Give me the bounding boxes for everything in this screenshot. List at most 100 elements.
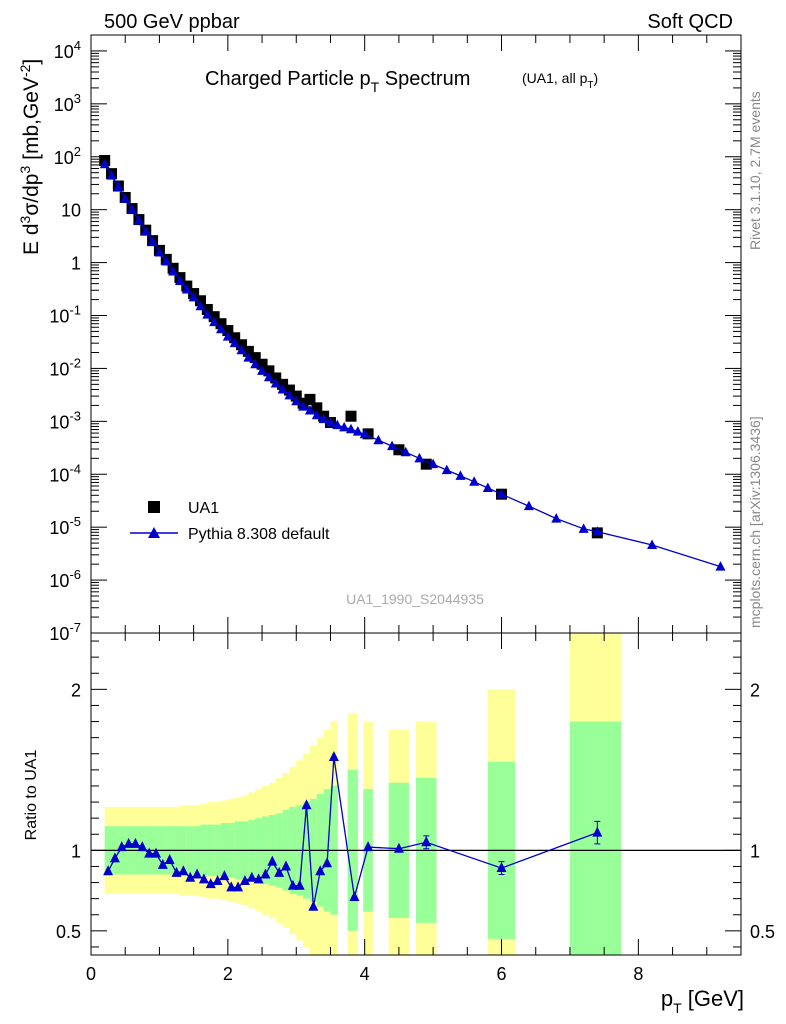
ua1-data-point <box>256 358 268 370</box>
pythia-point <box>359 428 370 439</box>
pythia-point <box>455 470 466 480</box>
ratio-point <box>109 852 120 863</box>
ratio-y-tick-label: 0.5 <box>56 922 81 942</box>
ratio-point <box>198 873 209 884</box>
ratio-point <box>219 870 230 881</box>
pythia-point <box>523 500 534 511</box>
pythia-point <box>715 561 726 571</box>
pythia-point <box>257 365 268 375</box>
side-text-mcplots: mcplots.cern.ch [arXiv:1306.3436] <box>747 416 763 628</box>
main-y-axis-label: E d3σ/dp3 [mb,GeV-2] <box>17 59 43 255</box>
legend-ua1-marker <box>148 501 160 513</box>
pythia-point <box>304 405 315 415</box>
pythia-point <box>120 193 131 203</box>
ua1-data-point <box>222 325 234 337</box>
ratio-point <box>315 865 326 876</box>
ratio-point <box>157 858 168 869</box>
pythia-point <box>216 323 226 334</box>
ratio-point <box>393 842 404 853</box>
pythia-point <box>284 389 295 400</box>
ratio-point <box>308 900 319 911</box>
ratio-point <box>164 854 175 865</box>
pythia-point <box>133 215 144 225</box>
ua1-data-point <box>345 410 357 422</box>
pythia-point <box>647 539 658 550</box>
ratio-point <box>130 837 141 848</box>
x-tick-label: 0 <box>86 964 96 984</box>
ratio-point <box>363 841 374 852</box>
chart-title-main: Charged Particle p <box>205 68 371 90</box>
ua1-data-point <box>311 402 323 414</box>
y-tick-label: 10-5 <box>49 514 81 538</box>
pythia-point <box>174 275 185 285</box>
pythia-point <box>99 158 110 169</box>
y-tick-label: 104 <box>54 38 81 62</box>
ua1-data-point <box>304 393 316 405</box>
ratio-point <box>185 871 196 882</box>
x-axis-label: pT [GeV] <box>661 986 744 1016</box>
ratio-y-tick-label-right: 0.5 <box>750 922 775 942</box>
analysis-watermark: UA1_1990_S2044935 <box>346 591 484 607</box>
pythia-point <box>428 458 439 469</box>
pythia-point <box>578 523 589 533</box>
pythia-point <box>441 464 452 475</box>
legend-ua1-label: UA1 <box>188 500 219 517</box>
y-tick-label: 10-7 <box>49 620 81 644</box>
y-tick-label: 10 <box>61 201 81 221</box>
pythia-point <box>202 309 213 319</box>
pythia-point <box>229 337 240 348</box>
pythia-point <box>222 331 233 341</box>
pythia-point <box>181 284 192 294</box>
ratio-point <box>239 874 250 885</box>
ratio-point <box>301 799 312 810</box>
pythia-point <box>339 421 350 432</box>
ratio-point <box>226 881 237 892</box>
pythia-point <box>127 204 138 214</box>
ratio-point <box>322 857 333 868</box>
ratio-point <box>116 841 127 852</box>
x-tick-label: 6 <box>497 964 507 984</box>
pythia-point <box>270 377 281 388</box>
pythia-point <box>469 476 480 486</box>
pythia-point <box>373 434 384 445</box>
band-inner <box>569 721 622 955</box>
ratio-panel-data <box>103 750 603 911</box>
y-tick-label: 10-3 <box>49 408 81 432</box>
pythia-point <box>352 426 363 436</box>
y-tick-label: 10-4 <box>49 461 81 485</box>
ua1-data-point <box>362 428 374 440</box>
ratio-point <box>421 836 432 847</box>
ua1-data-point <box>263 365 275 377</box>
side-text-rivet: Rivet 3.1.10, 2.7M events <box>747 91 763 250</box>
pythia-point <box>551 513 562 523</box>
ratio-y-tick-label: 2 <box>71 680 81 700</box>
pythia-point <box>414 452 425 463</box>
y-tick-label: 103 <box>54 91 81 115</box>
y-tick-label: 1 <box>71 254 81 274</box>
pythia-point <box>263 371 274 382</box>
header-right-label: Soft QCD <box>647 11 733 33</box>
ratio-point <box>253 873 264 884</box>
ratio-point <box>294 879 305 890</box>
ratio-point <box>281 860 291 871</box>
ratio-point <box>592 826 603 837</box>
pythia-point <box>400 446 411 457</box>
pythia-point <box>325 417 336 427</box>
ua1-data-point <box>236 339 248 351</box>
chart-subtitle: (UA1, all pT) <box>522 70 598 91</box>
y-tick-label: 102 <box>54 144 81 168</box>
ratio-point <box>192 868 203 879</box>
pythia-point <box>243 352 254 362</box>
ratio-point <box>287 879 298 890</box>
ratio-point <box>205 878 216 889</box>
ratio-y-tick-label-right: 2 <box>750 680 760 700</box>
pythia-point <box>147 236 158 246</box>
pythia-point <box>236 344 247 355</box>
legend: UA1 Pythia 8.308 default <box>130 500 330 543</box>
pythia-point <box>188 291 199 302</box>
axes: 10-710-610-510-410-310-210-1110102103104… <box>49 34 775 984</box>
ratio-point <box>137 841 148 852</box>
y-tick-label: 10-1 <box>49 303 81 327</box>
header-left-label: 500 GeV ppbar <box>104 11 240 33</box>
ua1-data-point <box>215 318 227 330</box>
